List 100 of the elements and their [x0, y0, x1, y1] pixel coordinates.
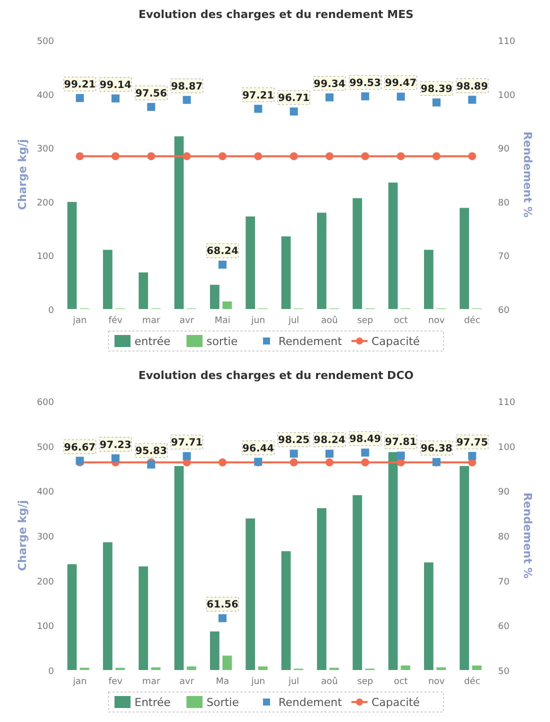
x-tick-label: sep — [357, 316, 374, 326]
legend-label: Entrée — [134, 696, 171, 709]
bar — [210, 631, 220, 670]
y2-tick-label: 100 — [498, 442, 516, 453]
y-tick-label: 300 — [36, 144, 54, 155]
legend-label: Capacité — [372, 335, 420, 348]
y-tick-label: 300 — [36, 532, 54, 542]
bar — [460, 208, 470, 309]
y2-tick-label: 100 — [498, 90, 516, 101]
bar — [174, 136, 184, 309]
bar — [103, 542, 112, 670]
bar — [151, 667, 161, 670]
x-tick-label: jul — [287, 677, 300, 687]
bar — [67, 202, 77, 309]
data-label: 98.87 — [171, 81, 203, 92]
point — [112, 94, 120, 102]
bar — [186, 666, 196, 670]
point — [147, 102, 156, 111]
point — [182, 96, 191, 104]
y2-tick-label: 80 — [498, 532, 510, 542]
y2-tick-label: 70 — [498, 577, 510, 588]
bar — [424, 250, 434, 309]
x-tick-label: fév — [108, 315, 124, 326]
point — [361, 448, 370, 457]
bar — [472, 666, 482, 670]
bar — [103, 250, 112, 309]
data-label: 99.14 — [100, 80, 132, 91]
data-label: 97.81 — [385, 437, 417, 448]
data-label: 99.47 — [385, 78, 417, 90]
data-label: 98.25 — [278, 435, 310, 446]
x-tick-label: jan — [72, 316, 87, 326]
legend-label: Sortie — [206, 696, 240, 709]
data-label: 96.44 — [242, 443, 274, 454]
x-tick-label: aoû — [321, 315, 338, 326]
bar — [424, 562, 434, 670]
legend-label: Rendement — [278, 696, 343, 709]
y-tick-label: 500 — [36, 442, 54, 453]
x-tick-label: avr — [180, 677, 194, 687]
point — [396, 452, 405, 460]
data-label: 98.39 — [420, 84, 452, 95]
data-label: 97.21 — [242, 90, 274, 102]
x-tick-label: déc — [464, 676, 480, 687]
x-tick-label: sep — [357, 677, 374, 687]
bar — [460, 466, 470, 670]
point — [112, 454, 120, 462]
y-tick-label: 400 — [36, 488, 54, 498]
bar — [388, 182, 398, 309]
x-tick-label: jul — [287, 316, 300, 326]
bar — [246, 216, 256, 309]
bar — [352, 495, 362, 670]
chart-title: Evolution des charges et du rendement DCO — [138, 369, 414, 382]
point — [76, 94, 84, 102]
legend-label: Rendement — [278, 335, 343, 348]
bar — [281, 551, 291, 670]
data-label: 98.49 — [349, 434, 382, 446]
x-tick-label: fev — [108, 677, 124, 687]
x-tick-label: déc — [464, 315, 480, 326]
point — [290, 450, 298, 458]
bar — [281, 236, 291, 309]
point — [254, 104, 262, 113]
bar — [436, 667, 446, 670]
x-tick-label: mar — [142, 677, 160, 687]
y2-tick-label: 110 — [498, 37, 516, 47]
point — [218, 260, 226, 269]
data-label: 99.34 — [314, 78, 346, 90]
data-label: 98.89 — [456, 81, 488, 92]
y2-tick-label: 60 — [498, 306, 510, 316]
data-label: 97.23 — [100, 440, 132, 451]
bar — [138, 566, 148, 670]
y-tick-label: 600 — [36, 398, 54, 408]
bar — [174, 466, 184, 670]
x-tick-label: oct — [394, 677, 408, 687]
bar — [400, 666, 410, 670]
bar — [138, 272, 148, 309]
bar — [352, 198, 362, 309]
x-tick-label: mar — [142, 316, 160, 326]
y-tick-label: 200 — [36, 198, 54, 208]
legend-label: sortie — [206, 335, 238, 348]
point — [218, 614, 226, 622]
y-axis-title: Charge kg/j — [16, 139, 29, 210]
bar — [258, 666, 268, 670]
bar — [317, 212, 326, 309]
x-tick-label: jun — [250, 316, 266, 326]
data-label: 97.56 — [135, 88, 168, 100]
x-tick-label: aoû — [321, 676, 338, 687]
data-label: 61.56 — [206, 600, 238, 611]
data-label: 68.24 — [206, 246, 238, 258]
point — [432, 98, 440, 106]
chart-title: Evolution des charges et du rendement MES — [138, 8, 414, 21]
point — [147, 460, 156, 469]
y2-axis-title: Rendement % — [521, 492, 534, 578]
point — [182, 452, 191, 460]
y2-tick-label: 110 — [498, 398, 516, 408]
y2-tick-label: 50 — [498, 667, 510, 677]
legend-label: Capacité — [372, 696, 420, 709]
y2-tick-label: 90 — [498, 488, 510, 498]
bar — [222, 301, 232, 309]
legend-label: entrée — [134, 335, 171, 348]
point — [290, 108, 298, 116]
x-tick-label: nov — [428, 677, 446, 687]
